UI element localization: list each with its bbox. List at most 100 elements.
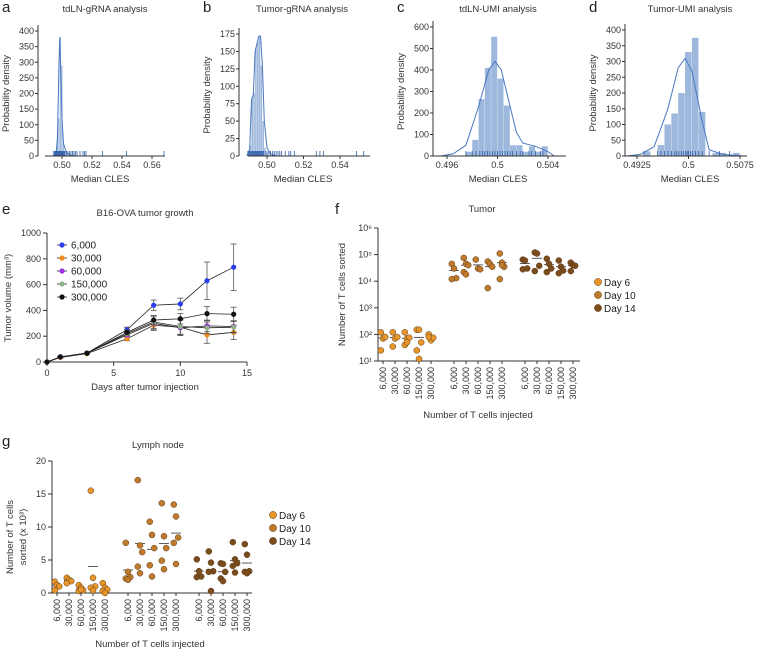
y-tick-label: 500 [414, 44, 429, 54]
data-point [243, 551, 251, 558]
data-point [77, 586, 85, 593]
histogram-bar [465, 151, 472, 156]
data-point [231, 324, 237, 330]
histogram-bar [503, 105, 510, 156]
data-point [122, 539, 130, 547]
data-point [521, 257, 529, 264]
y-tick-label: 350 [606, 41, 621, 51]
x-tick-label: 5 [111, 368, 116, 378]
y-tick-label: 125 [220, 64, 235, 74]
histogram-bar [491, 36, 498, 156]
data-point [84, 350, 90, 356]
x-tick-label: 150,000 [88, 599, 98, 632]
x-tick-label: 0 [44, 368, 49, 378]
data-point [415, 355, 423, 363]
x-axis-label: Median CLES [274, 174, 333, 185]
x-tick-label: 6,000 [378, 367, 388, 390]
histogram-bar [516, 145, 523, 156]
data-point [162, 544, 170, 552]
y-axis-label: Probability density [588, 54, 599, 131]
legend-label: 150,000 [71, 280, 108, 291]
x-tick-label: 30,000 [532, 367, 542, 395]
x-tick-label: 300,000 [100, 599, 110, 632]
y-tick-label: 50 [611, 135, 621, 145]
x-tick-label: 0.4925 [623, 160, 651, 170]
data-point [415, 326, 423, 333]
legend-label: Day 6 [279, 511, 306, 522]
legend-marker [269, 511, 277, 519]
y-tick-label: 175 [220, 29, 235, 39]
x-tick-label: 0.56 [143, 160, 161, 170]
legend-marker [59, 268, 65, 274]
y-axis-label-line2: sorted (x 10³) [18, 509, 29, 566]
legend-marker [594, 291, 602, 299]
y-tick-label: 800 [26, 254, 41, 264]
legend-marker [594, 278, 602, 286]
x-tick-label: 30,000 [206, 599, 216, 627]
legend-marker [59, 255, 65, 261]
y-tick-label: 0 [29, 151, 34, 161]
x-axis-label: Median CLES [469, 174, 528, 185]
y-tick-label: 300 [414, 87, 429, 97]
panel-f: f Tumor 10¹ 10² 10³ 10⁴ 10⁵ 10⁶ Number of T cell… [335, 201, 636, 421]
data-point [101, 589, 109, 597]
data-point [460, 254, 468, 262]
y-tick-label: 150 [220, 46, 235, 56]
data-point [531, 267, 539, 275]
data-point [55, 583, 63, 590]
x-tick-label: 0.50 [258, 160, 276, 170]
y-axis-label-line1: Number of T cells [5, 500, 16, 574]
data-point [205, 548, 213, 555]
histogram-bar [712, 152, 720, 156]
legend-label: Day 6 [604, 278, 631, 289]
x-tick-label: 0.54 [113, 160, 131, 170]
chart-title: Tumor-UMI analysis [648, 4, 733, 15]
x-tick-label: 300,000 [497, 367, 507, 400]
x-tick-label: 0.5 [491, 160, 504, 170]
x-tick-label: 0.54 [331, 160, 349, 170]
y-tick-label: 100 [19, 120, 34, 130]
data-point [177, 323, 183, 330]
y-tick-label: 10³ [359, 303, 372, 313]
x-tick-label: 60,000 [76, 599, 86, 627]
data-point [221, 568, 229, 576]
panel-g: g Lymph node 0 5 10 15 20 Number of T cells sort… [2, 433, 311, 650]
panel-letter: d [589, 0, 597, 16]
y-axis-label: Tumor volume (mm³) [3, 254, 14, 342]
panel-a: a tdLN-gRNA analysis 0 50 100 150 200 250 300 350… [1, 0, 165, 185]
x-tick-label: 30,000 [461, 367, 471, 395]
panel-letter: a [2, 0, 11, 16]
data-point [484, 284, 492, 292]
legend-label: 6,000 [71, 241, 96, 252]
x-tick-label: 300,000 [568, 367, 578, 400]
y-tick-label: 200 [414, 108, 429, 118]
data-point [138, 548, 146, 556]
legend-marker [59, 294, 65, 300]
data-point [134, 476, 142, 484]
y-tick-label: 200 [19, 89, 34, 99]
data-point [567, 267, 575, 275]
data-point [57, 354, 63, 360]
data-point [377, 329, 385, 336]
data-point [136, 542, 144, 549]
histogram-bar [262, 121, 264, 156]
legend-marker [59, 242, 65, 248]
data-point [89, 587, 97, 594]
data-point [389, 343, 397, 350]
legend-marker [269, 537, 277, 545]
y-tick-label: 10⁶ [358, 223, 372, 233]
data-point [87, 487, 95, 494]
data-point [381, 333, 389, 341]
y-tick-label: 15 [36, 489, 46, 499]
x-tick-label: 30,000 [390, 367, 400, 395]
data-point [219, 577, 227, 585]
data-point [231, 311, 237, 317]
data-point [160, 532, 168, 540]
data-point [555, 269, 563, 277]
data-point [229, 538, 237, 546]
x-tick-label: 30,000 [64, 599, 74, 627]
y-tick-label: 1000 [21, 228, 41, 238]
